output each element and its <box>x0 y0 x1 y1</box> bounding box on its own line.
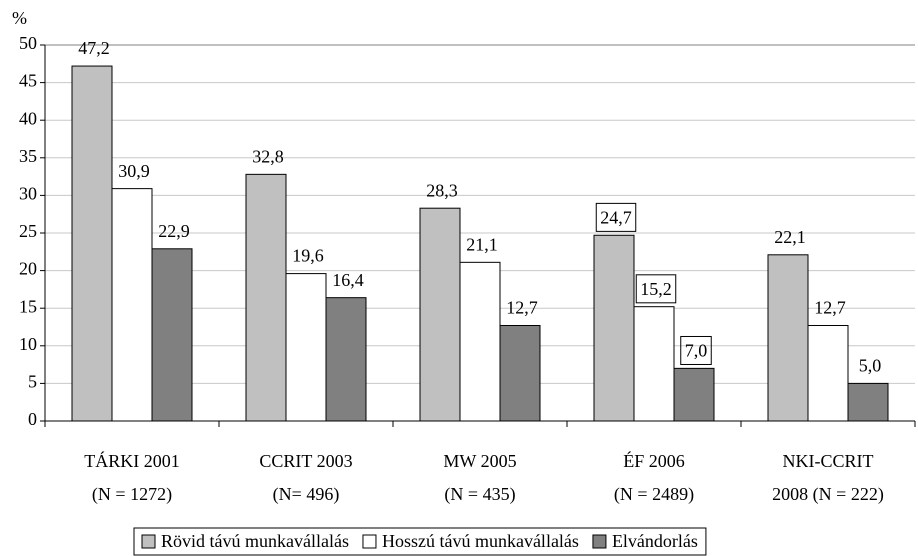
y-tick-label: 45 <box>19 71 37 91</box>
value-label: 16,4 <box>332 270 364 290</box>
value-label: 19,6 <box>292 246 324 266</box>
value-label: 12,7 <box>814 298 846 318</box>
x-tick-label: CCRIT 2003 <box>259 451 352 471</box>
y-tick-label: 10 <box>19 334 37 354</box>
legend-label: Rövid távú munkavállalás <box>161 531 349 551</box>
value-label: 30,9 <box>118 161 150 181</box>
bar <box>285 273 327 422</box>
bar <box>847 382 889 422</box>
legend-swatch <box>592 534 607 549</box>
bar <box>245 173 287 422</box>
y-tick-label: 35 <box>19 146 37 166</box>
bar <box>593 234 635 422</box>
y-tick-label: 25 <box>19 221 37 241</box>
y-tick-label: 15 <box>19 296 37 316</box>
bar <box>325 297 367 422</box>
value-label: 28,3 <box>426 180 458 200</box>
value-label: 21,1 <box>466 234 498 254</box>
value-label-box <box>680 335 712 365</box>
x-tick-label: (N = 435) <box>444 484 515 505</box>
bar <box>71 65 113 422</box>
y-tick-label: 50 <box>19 33 37 53</box>
value-label: 5,0 <box>859 356 882 376</box>
value-label: 22,9 <box>158 221 190 241</box>
value-label-box <box>595 202 637 232</box>
y-tick-label: 5 <box>28 372 37 392</box>
bar <box>499 324 541 422</box>
value-label: 15,2 <box>640 279 672 299</box>
value-label: 24,7 <box>600 207 632 227</box>
value-label: 47,2 <box>78 38 110 58</box>
bar <box>151 248 193 422</box>
x-tick-label: (N= 496) <box>273 484 340 505</box>
bar <box>633 306 675 422</box>
legend <box>133 527 707 556</box>
x-tick-label: MW 2005 <box>443 451 516 471</box>
y-tick-label: 40 <box>19 108 37 128</box>
x-tick-label: ÉF 2006 <box>623 450 685 471</box>
legend-label: Elvándorlás <box>612 531 698 551</box>
x-tick-label: NKI-CCRIT <box>783 451 874 471</box>
bar <box>111 188 153 422</box>
x-tick-label: 2008 (N = 222) <box>772 484 884 505</box>
y-tick-label: 30 <box>19 184 37 204</box>
x-tick-label: (N = 2489) <box>614 484 694 505</box>
value-label-box <box>635 274 677 304</box>
legend-swatch <box>362 534 377 549</box>
y-axis-label: % <box>12 8 27 28</box>
bar <box>419 207 461 422</box>
bar <box>807 324 849 422</box>
legend-label: Hosszú távú munkavállalás <box>382 531 579 551</box>
value-label: 12,7 <box>506 298 538 318</box>
legend-swatch <box>141 534 156 549</box>
y-tick-label: 0 <box>28 409 37 429</box>
bar <box>673 367 715 422</box>
x-tick-label: TÁRKI 2001 <box>84 450 180 471</box>
value-label: 22,1 <box>774 227 806 247</box>
bar <box>767 254 809 422</box>
y-tick-label: 20 <box>19 259 37 279</box>
bar <box>459 261 501 422</box>
x-tick-label: (N = 1272) <box>92 484 172 505</box>
value-label: 7,0 <box>685 340 708 360</box>
value-label: 32,8 <box>252 146 284 166</box>
